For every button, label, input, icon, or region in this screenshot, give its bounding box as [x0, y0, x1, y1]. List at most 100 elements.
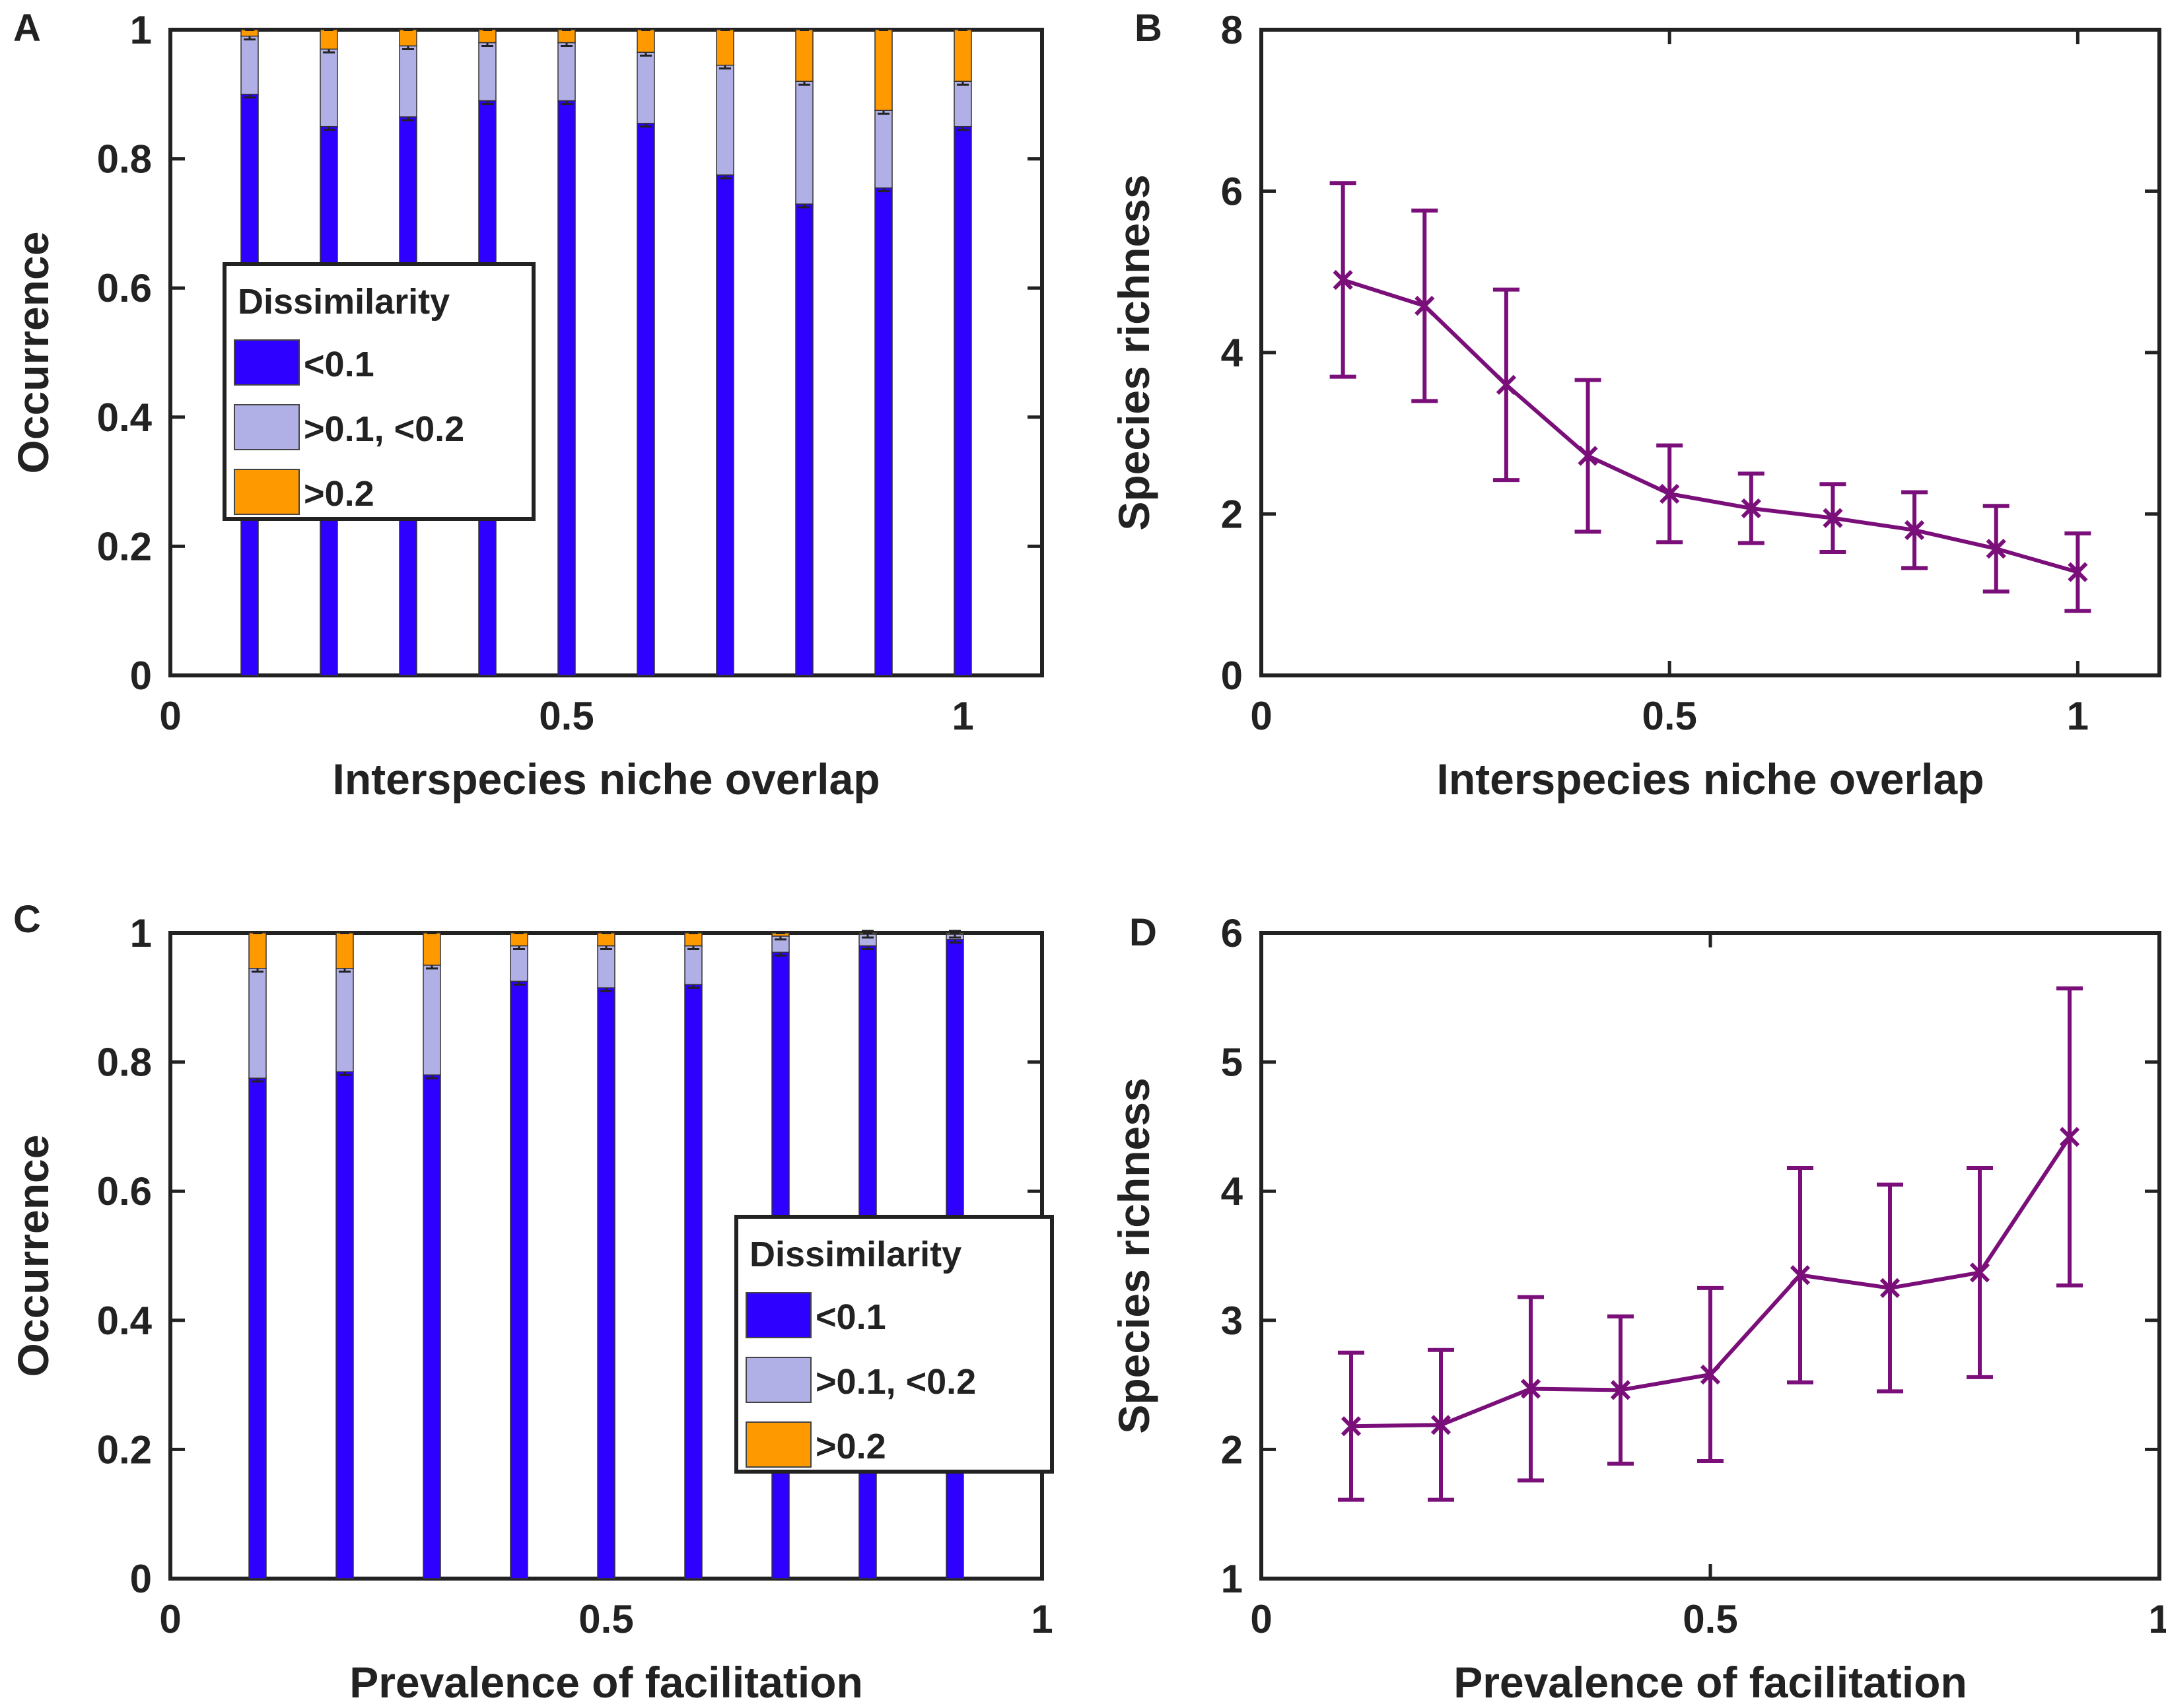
x-tick-label: 1	[952, 694, 973, 738]
panel-label: C	[13, 898, 41, 941]
data-point	[1333, 269, 1353, 290]
data-point	[1823, 508, 1843, 528]
data-point	[1578, 446, 1598, 466]
marker-stroke	[1496, 374, 1517, 395]
x-tick-label: 0	[1250, 1597, 1272, 1641]
y-tick-label: 0	[130, 654, 152, 698]
marker-stroke	[1578, 446, 1598, 466]
x-tick-label: 0	[159, 694, 181, 738]
bar-segment-mid	[240, 36, 259, 95]
bar-segment-gt02	[320, 29, 338, 50]
marker-stroke	[2068, 562, 2088, 582]
bar-segment-gt02	[510, 932, 528, 947]
x-tick-label: 0.5	[1642, 694, 1696, 738]
bar-segment-mid	[684, 945, 703, 985]
plot-frame	[168, 28, 1044, 677]
y-tick-label: 2	[1221, 493, 1243, 537]
x-tick-label: 1	[2067, 694, 2089, 738]
panel-label: A	[13, 7, 41, 50]
y-tick-label: 1	[1221, 1557, 1243, 1601]
data-point	[1986, 538, 2006, 559]
bar-segment-mid	[637, 51, 655, 124]
y-tick-label: 0.6	[97, 266, 152, 310]
panel-A: A 0 0.5 1 0 0.2 0.4 0.6 0.8 1 Interspecies niche o…	[9, 7, 1044, 803]
panel-label: B	[1135, 7, 1162, 50]
data-point	[1904, 520, 1925, 541]
legend-swatch-gt02	[746, 1421, 812, 1468]
bar-segment-gt02	[684, 932, 703, 947]
data-point	[1430, 1415, 1451, 1435]
legend-label: <0.1	[304, 345, 374, 384]
y-tick-label: 5	[1221, 1041, 1243, 1085]
bar-segment-mid	[399, 45, 417, 118]
y-tick-label: 0	[130, 1557, 152, 1601]
bar-segment-lt01	[637, 123, 655, 676]
plot-frame	[1259, 28, 2161, 677]
legend-title: Dissimilarity	[750, 1235, 961, 1274]
y-tick-label: 0.4	[97, 395, 153, 440]
bar-segment-mid	[478, 42, 497, 102]
x-tick-label: 0.5	[539, 694, 594, 738]
marker-stroke	[1904, 520, 1925, 541]
bar-segment-gt02	[248, 932, 267, 969]
legend-swatch-lt01	[234, 339, 300, 386]
legend-label: >0.2	[304, 474, 374, 514]
marker-stroke	[1610, 1380, 1631, 1400]
data-point	[1700, 1364, 1721, 1385]
bar-segment-gt02	[597, 932, 615, 947]
bar-segment-lt01	[423, 1074, 441, 1579]
data-point	[1610, 1380, 1631, 1400]
x-tick-label: 1	[2148, 1597, 2166, 1641]
y-tick-label: 0.4	[97, 1299, 153, 1343]
data-point	[1741, 498, 1761, 519]
marker-stroke	[1341, 1416, 1362, 1437]
y-tick-label: 0.8	[97, 137, 152, 182]
x-tick-label: 1	[1031, 1597, 1053, 1641]
marker-stroke	[1659, 483, 1680, 504]
legend-label: <0.1	[816, 1297, 886, 1337]
data-point	[1341, 1416, 1362, 1437]
bar-segment-mid	[954, 81, 972, 127]
x-axis-label: Interspecies niche overlap	[1436, 755, 1984, 803]
data-point	[1969, 1262, 1990, 1283]
x-tick-label: 0	[159, 1597, 181, 1641]
bar-segment-mid	[248, 968, 267, 1079]
y-axis-label: Species richness	[1109, 1077, 1158, 1433]
bar-segment-mid	[874, 110, 893, 189]
series-line	[1342, 278, 2079, 574]
y-axis-label: Species richness	[1109, 174, 1158, 530]
bar-segment-lt01	[795, 203, 814, 676]
bar-segment-lt01	[597, 987, 615, 1579]
bar-segment-lt01	[954, 125, 972, 676]
marker-stroke	[1520, 1379, 1541, 1399]
marker-stroke	[1415, 295, 1435, 316]
bar-segment-lt01	[684, 984, 703, 1579]
bar-segment-mid	[597, 945, 615, 988]
data-point	[2068, 562, 2088, 582]
x-axis-label: Prevalence of facilitation	[349, 1658, 863, 1707]
data-point	[1659, 483, 1680, 504]
marker-stroke	[1986, 538, 2006, 559]
legend-title: Dissimilarity	[238, 282, 450, 322]
panel-D: D 0 0.5 1 1 2 3 4 5 6 Prevalence of facilitation Sp…	[1109, 911, 2166, 1707]
marker-stroke	[1741, 498, 1761, 519]
y-tick-label: 3	[1221, 1299, 1243, 1343]
marker-stroke	[1333, 269, 1353, 290]
data-point	[1496, 374, 1517, 395]
y-tick-label: 8	[1221, 8, 1243, 52]
bar-segment-mid	[795, 81, 814, 205]
bar-segment-gt02	[795, 29, 814, 82]
data-point	[1415, 295, 1435, 316]
y-tick-label: 0	[1221, 654, 1243, 698]
bar-segment-gt02	[478, 29, 497, 44]
y-axis-label: Occurrence	[9, 1135, 57, 1377]
plot-frame	[1259, 931, 2161, 1581]
bar-segment-gt02	[716, 29, 734, 66]
bar-segment-lt01	[335, 1071, 354, 1579]
bar-segment-gt02	[637, 29, 655, 53]
y-tick-label: 0.8	[97, 1041, 152, 1085]
legend-swatch-lt01	[746, 1292, 812, 1338]
bar-segment-mid	[510, 945, 528, 982]
y-tick-label: 2	[1221, 1427, 1243, 1472]
